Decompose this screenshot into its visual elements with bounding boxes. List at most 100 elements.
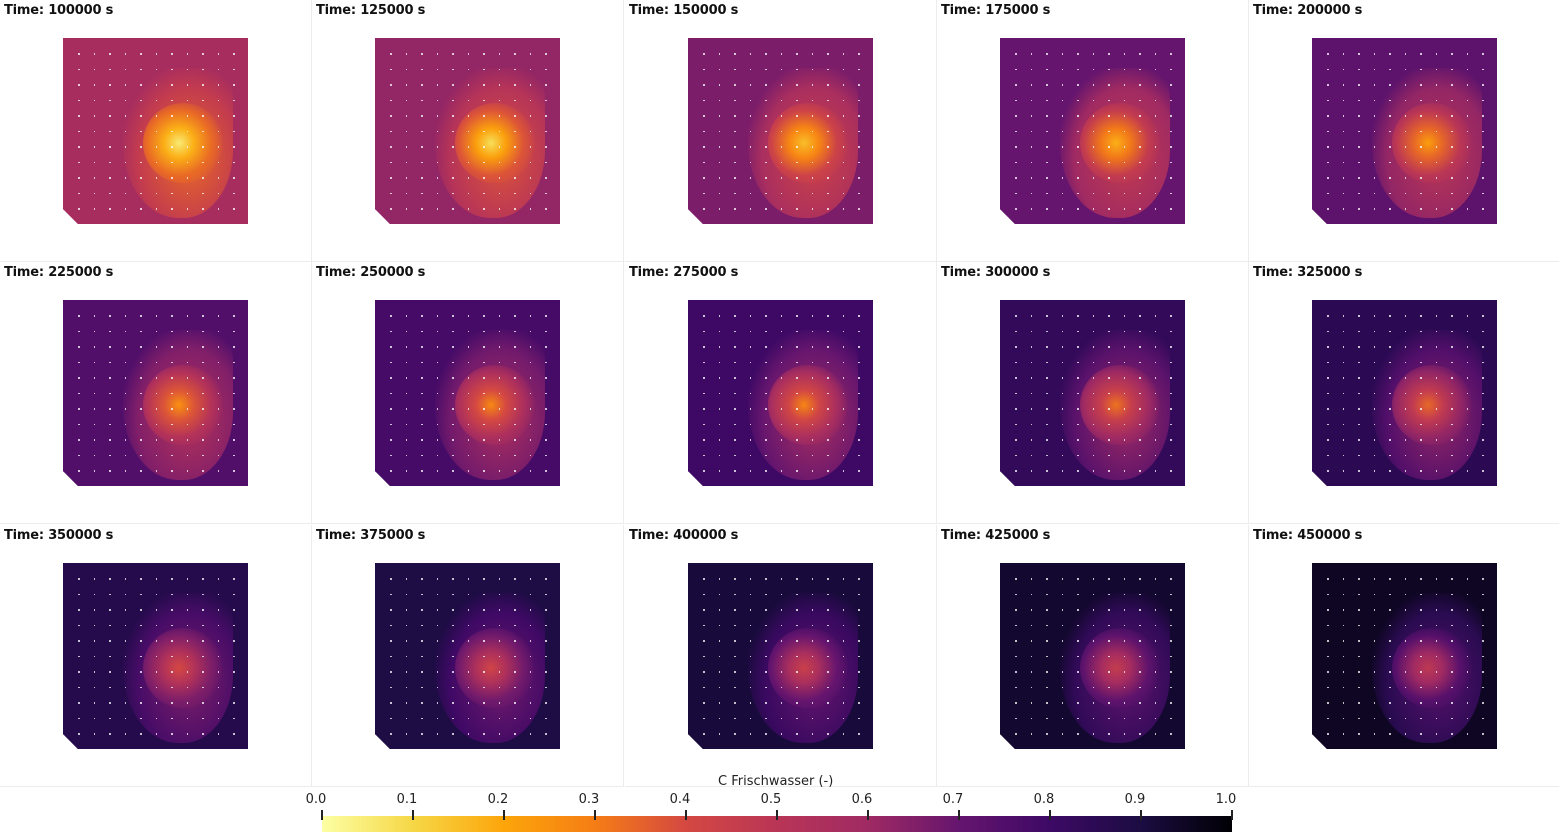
grid-point — [811, 115, 814, 117]
grid-point — [171, 53, 173, 55]
grid-point — [1139, 470, 1141, 472]
grid-point — [202, 733, 204, 735]
grid-point — [827, 593, 829, 596]
grid-point — [1327, 423, 1329, 426]
grid-point — [1482, 208, 1484, 210]
grid-point — [811, 593, 814, 596]
grid-point — [1327, 346, 1329, 348]
grid-point — [703, 177, 705, 179]
grid-point — [93, 470, 96, 472]
grid-point — [1061, 717, 1064, 720]
grid-point — [749, 361, 752, 364]
grid-point — [155, 578, 158, 580]
grid-point — [796, 361, 798, 364]
grid-point — [749, 392, 752, 395]
grid-point — [452, 315, 454, 317]
grid-point — [1061, 161, 1064, 164]
grid-point — [109, 624, 111, 627]
grid-point — [1108, 68, 1110, 71]
grid-point — [217, 346, 220, 348]
grid-point — [1435, 84, 1438, 86]
grid-point — [858, 330, 860, 333]
grid-point — [1046, 68, 1048, 71]
grid-point — [703, 717, 705, 720]
grid-point — [217, 717, 220, 720]
grid-point — [452, 439, 454, 441]
grid-point — [734, 192, 736, 195]
grid-point — [718, 177, 721, 179]
grid-point — [1482, 192, 1484, 195]
grid-point — [780, 68, 783, 71]
grid-point — [155, 686, 158, 689]
grid-point — [1327, 377, 1329, 379]
grid-point — [498, 161, 501, 164]
grid-point — [718, 68, 721, 71]
grid-point — [765, 423, 767, 426]
grid-point — [436, 315, 439, 317]
grid-point — [1077, 346, 1079, 348]
grid-point — [467, 177, 470, 179]
grid-point — [140, 624, 142, 627]
grid-point — [734, 392, 736, 395]
grid-point — [109, 377, 111, 379]
grid-point — [1435, 578, 1438, 580]
grid-point — [734, 655, 736, 658]
grid-point — [452, 640, 454, 642]
grid-point — [1451, 578, 1453, 580]
grid-point — [436, 192, 439, 195]
grid-point — [1342, 671, 1345, 673]
grid-point — [155, 624, 158, 627]
concentration-field — [63, 563, 248, 749]
grid-point — [217, 470, 220, 472]
grid-point — [78, 609, 80, 611]
grid-point — [390, 733, 392, 735]
grid-point — [483, 686, 485, 689]
grid-point — [1108, 578, 1110, 580]
grid-point — [1046, 702, 1048, 704]
grid-point — [93, 361, 96, 364]
grid-point — [405, 99, 408, 102]
grid-point — [498, 671, 501, 673]
grid-point — [780, 655, 783, 658]
grid-point — [390, 115, 392, 117]
grid-point — [718, 655, 721, 658]
grid-point — [405, 423, 408, 426]
grid-point — [109, 733, 111, 735]
grid-point — [1389, 315, 1391, 317]
grid-point — [78, 454, 80, 457]
grid-point — [93, 115, 96, 117]
grid-point — [1327, 177, 1329, 179]
grid-point — [1154, 115, 1157, 117]
grid-point — [1482, 733, 1484, 735]
grid-point — [1170, 392, 1172, 395]
grid-point — [545, 702, 547, 704]
grid-point — [796, 578, 798, 580]
grid-point — [1046, 361, 1048, 364]
grid-point — [1389, 146, 1391, 148]
grid-point — [171, 84, 173, 86]
grid-point — [1092, 640, 1095, 642]
grid-point — [1077, 330, 1079, 333]
grid-point — [1466, 177, 1469, 179]
grid-point — [202, 655, 204, 658]
grid-point — [421, 208, 423, 210]
grid-point — [1015, 361, 1017, 364]
grid-point — [483, 146, 485, 148]
grid-point — [514, 161, 516, 164]
grid-point — [1139, 361, 1141, 364]
grid-point — [483, 192, 485, 195]
grid-point — [140, 702, 142, 704]
grid-point — [202, 671, 204, 673]
grid-point — [155, 408, 158, 410]
grid-point — [1482, 161, 1484, 164]
grid-point — [1373, 640, 1376, 642]
grid-point — [78, 439, 80, 441]
grid-point — [1389, 470, 1391, 472]
grid-point — [483, 361, 485, 364]
grid-point — [1108, 702, 1110, 704]
grid-point — [467, 408, 470, 410]
grid-point — [1154, 161, 1157, 164]
grid-point — [405, 115, 408, 117]
grid-point — [1327, 640, 1329, 642]
grid-point — [405, 192, 408, 195]
